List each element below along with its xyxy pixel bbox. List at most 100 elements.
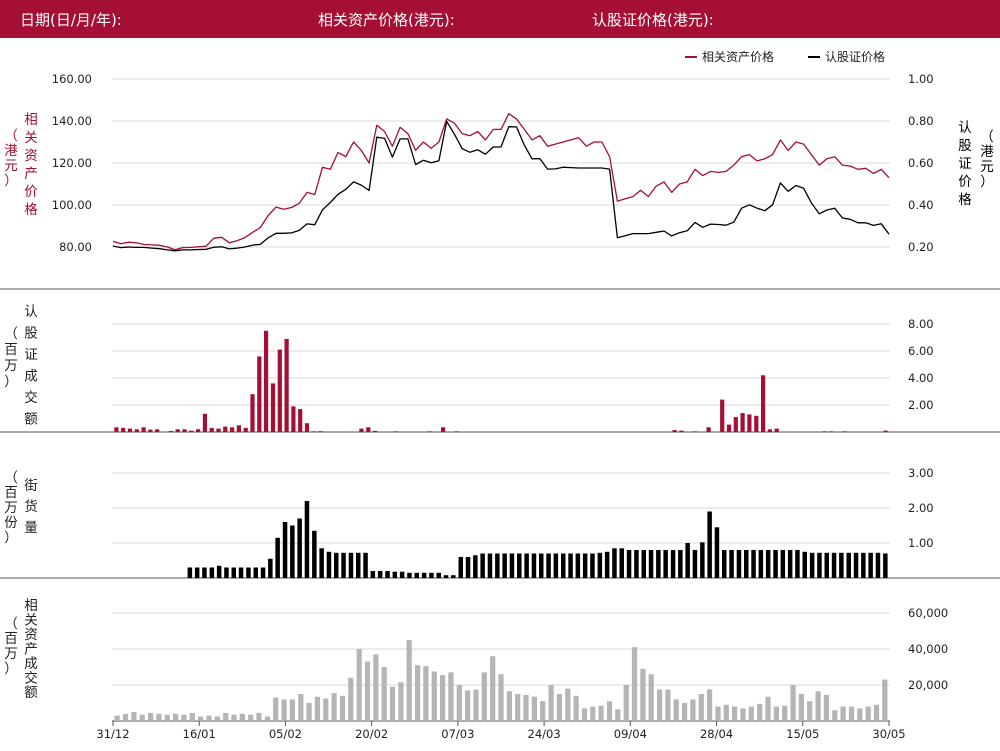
warrant-turnover-bar [774, 428, 779, 432]
asset-turnover-bar [122, 713, 129, 721]
outstanding-bar [648, 550, 654, 578]
outstanding-bar [348, 552, 354, 578]
warrant-turnover-bar [747, 414, 752, 432]
warrant-turnover-bar [393, 431, 398, 432]
asset-turnover-bar [707, 689, 713, 721]
asset-turnover-bar [214, 716, 220, 721]
outstanding-bar [231, 567, 236, 578]
asset-turnover-bar [698, 694, 704, 721]
warrant-turnover-bar [121, 427, 126, 432]
warrant-price-label: 认股证价格(港元): [592, 11, 714, 29]
asset-turnover-bar [631, 647, 638, 721]
outstanding-bar [883, 553, 888, 578]
outstanding-bar [407, 572, 412, 579]
warrant-turnover-bar [318, 431, 323, 432]
outstanding-bar [443, 575, 449, 578]
outstanding-bar [429, 572, 434, 579]
outstanding-bar [246, 567, 251, 578]
outstanding-bar [326, 551, 332, 579]
asset-turnover-bar [581, 708, 588, 721]
outstanding-bar [553, 553, 559, 578]
asset-turnover-bar [757, 703, 763, 721]
outstanding-bar [634, 550, 639, 578]
outstanding-bar [268, 558, 273, 579]
outstanding-bar [861, 552, 866, 578]
asset-turnover-bar [273, 697, 279, 721]
y-left-label: 关 [24, 130, 38, 146]
asset-turnover-bar [790, 685, 796, 721]
y-label: 成 [24, 369, 38, 385]
warrant-turnover-bar [223, 426, 228, 432]
asset-turnover-bar [690, 699, 696, 721]
outstanding-bar [751, 550, 756, 578]
y-left-tick: 120.00 [52, 156, 92, 170]
asset-turnover-bar [640, 668, 646, 721]
y-unit: （ [4, 326, 18, 342]
asset-turnover-bar [456, 685, 462, 721]
asset-price-label: 相关资产价格(港元): [318, 11, 455, 29]
outstanding-bar [875, 552, 881, 578]
asset-turnover-bar [406, 640, 412, 721]
asset-turnover-bar [339, 695, 346, 721]
outstanding-bar [846, 552, 851, 578]
outstanding-bar [392, 571, 398, 578]
outstanding-bar [436, 572, 441, 579]
warrant-turnover-bar [679, 430, 684, 432]
asset-turnover-bar [832, 710, 838, 721]
y-tick: 1.00 [908, 536, 934, 550]
asset-turnover-bar [131, 712, 137, 721]
asset-turnover-bar [615, 709, 621, 721]
asset-turnover-bar [798, 694, 804, 721]
warrant-turnover-bar [155, 429, 160, 432]
outstanding-bar [597, 552, 603, 578]
outstanding-bar [363, 552, 368, 578]
asset-turnover-bar [239, 713, 245, 721]
asset-turnover-bar [415, 665, 421, 721]
outstanding-bar [780, 550, 786, 578]
y-right-label: 认 [958, 120, 972, 136]
outstanding-bar [685, 543, 690, 578]
y-label: 货 [24, 498, 38, 515]
asset-turnover-bar [740, 708, 746, 721]
outstanding-bar [663, 550, 668, 578]
outstanding-bar [626, 550, 632, 578]
outstanding-bar [238, 567, 244, 578]
outstanding-bar [187, 567, 193, 578]
asset-turnover-bar [448, 672, 454, 721]
y-label: 关 [24, 613, 38, 629]
y-left-label: 相 [24, 112, 38, 128]
x-tick-label: 05/02 [269, 727, 302, 741]
outstanding-bar [465, 557, 471, 578]
outstanding-bar [546, 553, 551, 578]
outstanding-bar [619, 548, 624, 579]
outstanding-bar [502, 553, 507, 578]
warrant-turnover-bar [427, 431, 432, 432]
warrant-turnover-bar [168, 430, 173, 432]
x-tick-label: 31/12 [96, 727, 129, 741]
y-left-unit: （ [4, 128, 18, 144]
y-left-unit: ） [4, 173, 18, 189]
asset-turnover-bar [490, 656, 496, 721]
outstanding-bar [495, 553, 500, 578]
warrant-turnover-bar [359, 428, 364, 432]
y-right-tick: 0.40 [908, 198, 934, 212]
outstanding-bar [539, 553, 544, 578]
asset-turnover-bar [181, 714, 187, 721]
y-label: 产 [24, 642, 38, 658]
outstanding-bar [773, 550, 778, 578]
y-right-label: 格 [958, 192, 972, 208]
y-left-tick: 160.00 [52, 72, 92, 86]
y-left-unit: 元 [4, 158, 18, 174]
y-tick: 4.00 [908, 371, 934, 385]
x-tick-label: 16/01 [183, 727, 216, 741]
asset-turnover-bar [623, 685, 629, 721]
y-unit: （ [4, 616, 18, 632]
warrant-turnover-bar [298, 409, 303, 432]
warrant-turnover-bar [216, 428, 221, 432]
outstanding-bar [568, 553, 573, 578]
warrant-turnover-bar [761, 375, 766, 432]
x-tick-label: 20/02 [355, 727, 388, 741]
asset-turnover-bar [348, 677, 354, 721]
y-label: 交 [24, 389, 38, 406]
asset-turnover-bar [306, 703, 312, 721]
